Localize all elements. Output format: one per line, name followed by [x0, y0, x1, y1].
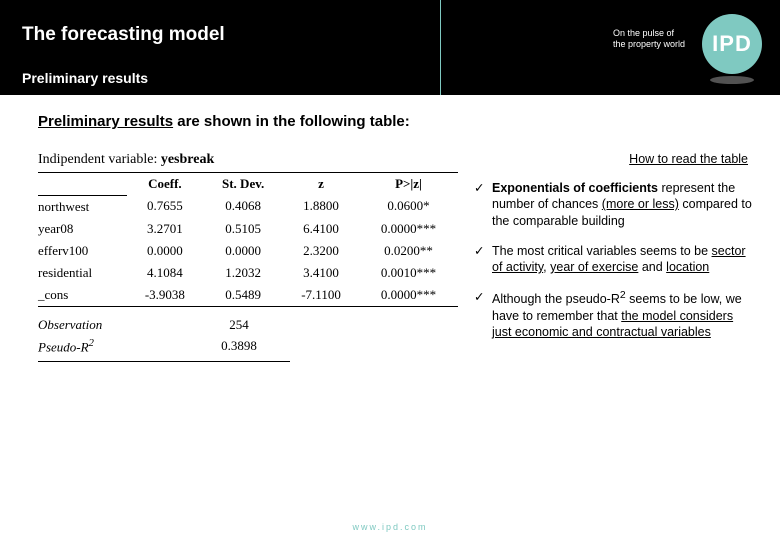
table-row: year083.27010.51056.41000.0000***	[38, 218, 458, 240]
subheader: Preliminary results	[22, 70, 148, 86]
note-text: The most critical variables seems to be …	[492, 243, 756, 276]
caption-label: Indipendent variable:	[38, 152, 161, 167]
how-to-read-label: How to read the table	[474, 152, 756, 166]
table-cell: residential	[38, 262, 127, 284]
note-item: ✓Exponentials of coefficients represent …	[474, 180, 756, 229]
table-col-header: St. Dev.	[203, 173, 283, 196]
table-cell: 0.0000	[127, 240, 204, 262]
table-row: northwest0.76550.40681.88000.0600*	[38, 195, 458, 218]
table-cell: 3.2701	[127, 218, 204, 240]
regression-table: Coeff.St. Dev.zP>|z| northwest0.76550.40…	[38, 172, 458, 307]
table-cell: northwest	[38, 195, 127, 218]
table-col-header	[38, 173, 127, 196]
table-footer-row: Observation254	[38, 315, 290, 335]
table-cell: 2.3200	[283, 240, 359, 262]
check-icon: ✓	[474, 180, 486, 229]
intro-underlined: Preliminary results	[38, 113, 173, 130]
footer-label: Observation	[38, 315, 188, 335]
table-header-row: Coeff.St. Dev.zP>|z|	[38, 173, 458, 196]
note-item: ✓Although the pseudo-R2 seems to be low,…	[474, 289, 756, 340]
footer-url: www.ipd.com	[0, 522, 780, 532]
footer-value: 0.3898	[188, 335, 290, 357]
logo-shadow	[710, 76, 754, 84]
page-title: The forecasting model	[22, 24, 225, 46]
table-cell: 0.5489	[203, 284, 283, 307]
table-row: efferv1000.00000.00002.32000.0200**	[38, 240, 458, 262]
table-cell: -3.9038	[127, 284, 204, 307]
table-cell: 0.5105	[203, 218, 283, 240]
check-icon: ✓	[474, 243, 486, 276]
table-cell: 6.4100	[283, 218, 359, 240]
table-cell: 4.1084	[127, 262, 204, 284]
header-bar: The forecasting model On the pulse of th…	[0, 0, 780, 95]
table-footer: Observation254Pseudo-R20.3898	[38, 315, 290, 362]
tagline-line1: On the pulse of	[613, 28, 674, 38]
note-text: Exponentials of coefficients represent t…	[492, 180, 756, 229]
notes-panel: How to read the table ✓Exponentials of c…	[474, 152, 756, 362]
table-col-header: Coeff.	[127, 173, 204, 196]
note-item: ✓The most critical variables seems to be…	[474, 243, 756, 276]
table-row: residential4.10841.20323.41000.0010***	[38, 262, 458, 284]
content-area: Preliminary results are shown in the fol…	[0, 95, 780, 362]
table-cell: 0.0200**	[359, 240, 458, 262]
footer-label: Pseudo-R2	[38, 335, 188, 357]
table-cell: 0.0000***	[359, 218, 458, 240]
table-cell: 0.7655	[127, 195, 204, 218]
table-cell: _cons	[38, 284, 127, 307]
table-cell: 0.0600*	[359, 195, 458, 218]
header-divider	[440, 0, 441, 95]
tagline-line2: the property world	[613, 39, 685, 49]
table-cell: 1.2032	[203, 262, 283, 284]
body-row: Indipendent variable: yesbreak Coeff.St.…	[38, 152, 756, 362]
table-cell: 1.8800	[283, 195, 359, 218]
check-icon: ✓	[474, 289, 486, 340]
regression-table-area: Indipendent variable: yesbreak Coeff.St.…	[38, 152, 458, 362]
table-caption: Indipendent variable: yesbreak	[38, 152, 458, 168]
table-cell: 0.4068	[203, 195, 283, 218]
footer-value: 254	[188, 315, 290, 335]
table-cell: -7.1100	[283, 284, 359, 307]
note-text: Although the pseudo-R2 seems to be low, …	[492, 289, 756, 340]
table-col-header: P>|z|	[359, 173, 458, 196]
table-cell: efferv100	[38, 240, 127, 262]
table-col-header: z	[283, 173, 359, 196]
table-cell: 0.0000***	[359, 284, 458, 307]
table-cell: year08	[38, 218, 127, 240]
intro-rest: are shown in the following table:	[173, 113, 410, 130]
table-cell: 0.0000	[203, 240, 283, 262]
table-row: _cons-3.90380.5489-7.11000.0000***	[38, 284, 458, 307]
tagline: On the pulse of the property world	[613, 28, 685, 50]
dependent-variable: yesbreak	[161, 152, 214, 167]
intro-text: Preliminary results are shown in the fol…	[38, 113, 756, 130]
ipd-logo: IPD	[702, 14, 762, 74]
table-cell: 0.0010***	[359, 262, 458, 284]
table-cell: 3.4100	[283, 262, 359, 284]
table-footer-row: Pseudo-R20.3898	[38, 335, 290, 357]
